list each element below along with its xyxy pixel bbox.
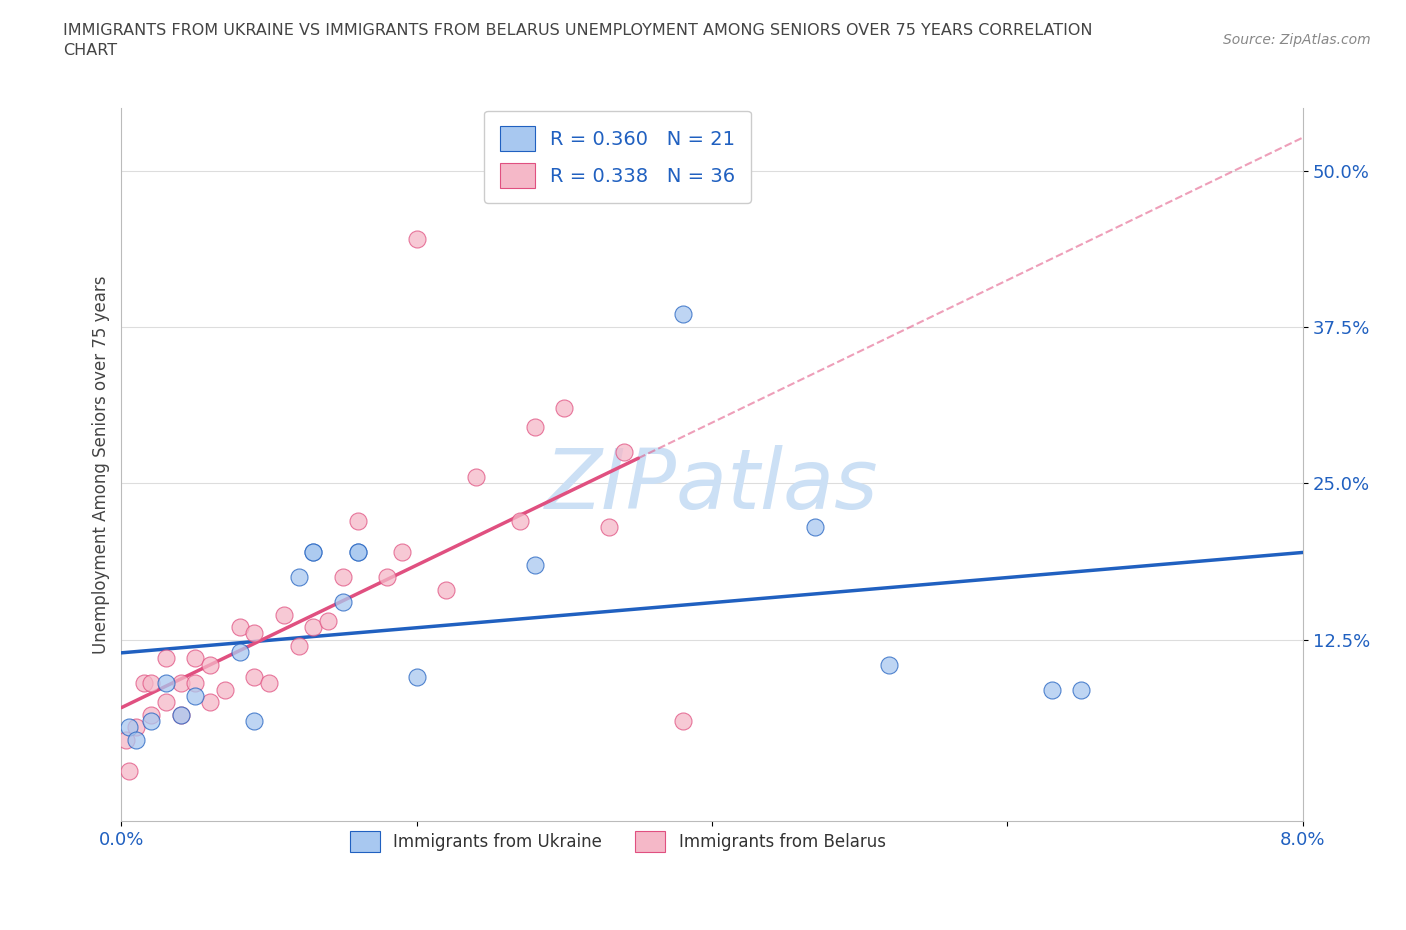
Point [879,658,901,672]
Point [184,688,207,703]
Point [115,732,138,747]
Text: IMMIGRANTS FROM UKRAINE VS IMMIGRANTS FROM BELARUS UNEMPLOYMENT AMONG SENIORS OV: IMMIGRANTS FROM UKRAINE VS IMMIGRANTS FR… [63,23,1092,58]
Point [1040,683,1063,698]
Point [612,445,634,459]
Point [125,720,148,735]
Point [346,545,368,560]
Point [405,670,427,684]
Point [1070,683,1092,698]
Point [184,651,207,666]
Point [198,695,221,710]
Point [155,651,177,666]
Point [523,557,546,572]
Point [346,513,368,528]
Point [509,513,531,528]
Point [287,570,309,585]
Point [302,545,325,560]
Point [434,582,457,597]
Point [198,658,221,672]
Point [169,707,191,722]
Point [598,520,620,535]
Point [553,401,575,416]
Point [302,545,325,560]
Point [155,695,177,710]
Point [228,644,250,659]
Text: ZIPatlas: ZIPatlas [546,445,879,526]
Point [332,570,354,585]
Point [139,713,162,728]
Point [332,594,354,609]
Point [523,419,546,434]
Point [228,619,250,634]
Point [139,707,162,722]
Point [391,545,413,560]
Point [302,619,325,634]
Point [671,713,693,728]
Point [184,676,207,691]
Point [132,676,155,691]
Point [214,683,236,698]
Point [804,520,827,535]
Point [118,720,141,735]
Point [316,614,339,629]
Point [243,626,266,641]
Point [375,570,398,585]
Point [169,707,191,722]
Point [118,764,141,778]
Point [243,713,266,728]
Legend: Immigrants from Ukraine, Immigrants from Belarus: Immigrants from Ukraine, Immigrants from… [343,824,893,859]
Point [139,676,162,691]
Point [243,670,266,684]
Point [125,732,148,747]
Point [287,638,309,653]
Point [169,676,191,691]
Point [464,470,486,485]
Point [155,676,177,691]
Y-axis label: Unemployment Among Seniors over 75 years: Unemployment Among Seniors over 75 years [93,275,110,654]
Point [405,232,427,246]
Point [273,607,295,622]
Point [346,545,368,560]
Text: Source: ZipAtlas.com: Source: ZipAtlas.com [1223,33,1371,46]
Point [671,307,693,322]
Point [257,676,280,691]
